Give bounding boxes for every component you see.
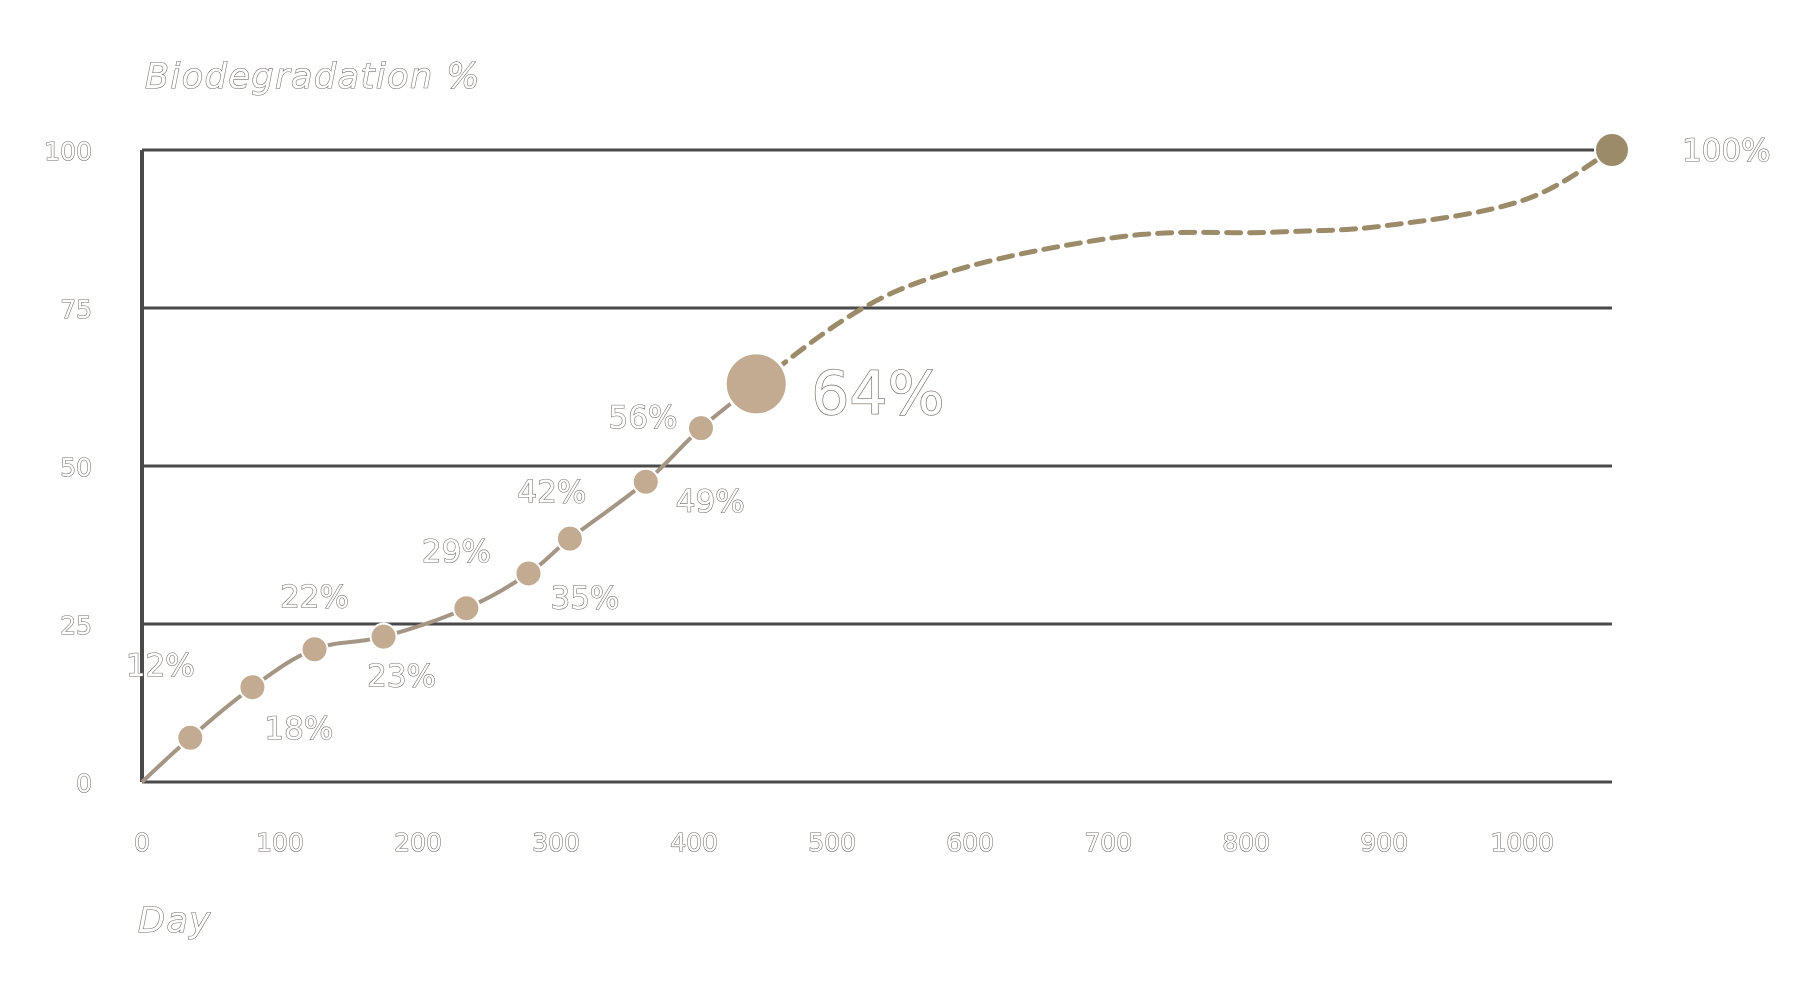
- data-point: [514, 559, 543, 588]
- x-tick-label: 400: [670, 828, 718, 857]
- data-point: [176, 723, 205, 752]
- y-tick-label: 75: [60, 295, 92, 324]
- data-label: 12%: [126, 648, 195, 684]
- data-label: 29%: [422, 534, 491, 570]
- x-tick-label: 600: [946, 828, 994, 857]
- y-tick-label: 0: [76, 769, 92, 798]
- data-point: [300, 635, 329, 664]
- data-point: [452, 594, 481, 623]
- target-point: [1594, 132, 1630, 168]
- data-label: 18%: [264, 711, 333, 747]
- y-tick-label: 100: [44, 137, 92, 166]
- data-label: 35%: [550, 580, 619, 616]
- x-tick-label: 300: [532, 828, 580, 857]
- x-tick-label: 900: [1360, 828, 1408, 857]
- label-layer: 12% 18% 22% 23% 29% 35% 42% 49% 56% 64% 100%: [125, 132, 1771, 747]
- x-tick-label: 800: [1222, 828, 1270, 857]
- x-tick-label: 0: [134, 828, 150, 857]
- x-tick-label: 200: [394, 828, 442, 857]
- data-point: [238, 673, 267, 702]
- grid-layer: [140, 148, 1612, 784]
- x-tick-label: 700: [1084, 828, 1132, 857]
- data-label: 22%: [280, 579, 349, 615]
- y-tick-label: 25: [60, 611, 92, 640]
- x-tick-label: 500: [808, 828, 856, 857]
- current-value-label: 64%: [811, 359, 944, 429]
- point-layer: [176, 132, 1630, 752]
- current-point: [723, 351, 789, 417]
- x-tick-label: 100: [256, 828, 304, 857]
- y-tick-label: 50: [60, 453, 92, 482]
- data-point: [631, 467, 660, 496]
- data-label: 56%: [609, 400, 678, 436]
- x-tick-label: 1000: [1490, 828, 1554, 857]
- data-label: 42%: [517, 475, 586, 511]
- data-point: [687, 414, 716, 443]
- y-axis-title: Biodegradation %: [145, 57, 481, 97]
- measured-line: [140, 382, 758, 784]
- x-axis-title: Day: [138, 901, 212, 941]
- data-point: [555, 524, 584, 553]
- target-label: 100%: [1682, 133, 1771, 169]
- data-point: [369, 622, 398, 651]
- projected-line: [753, 147, 1615, 387]
- data-label: 23%: [367, 659, 436, 695]
- data-label: 49%: [676, 484, 745, 520]
